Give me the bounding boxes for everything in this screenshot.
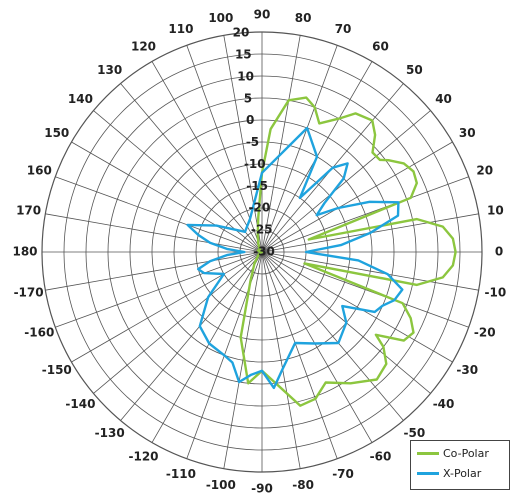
angle-tick-label: -150: [42, 363, 72, 377]
grid-spoke: [261, 45, 338, 253]
grid-spoke: [71, 141, 263, 253]
grid-spoke: [120, 251, 263, 421]
grid-spoke: [223, 251, 263, 469]
angle-tick-label: 160: [27, 163, 52, 177]
angle-tick-label: -50: [403, 426, 425, 440]
angle-tick-label: -40: [433, 397, 455, 411]
grid-spoke: [120, 83, 263, 253]
angle-tick-label: -60: [370, 450, 392, 464]
angle-tick-label: 50: [406, 63, 423, 77]
radial-tick-label: 15: [235, 48, 252, 62]
angle-tick-label: 0: [495, 245, 503, 259]
angle-tick-label: 110: [168, 22, 193, 36]
grid-spoke: [261, 251, 469, 328]
legend-swatch-x-polar: [417, 472, 439, 475]
angle-tick-label: 90: [254, 8, 271, 22]
angle-tick-label: 150: [44, 126, 69, 140]
radial-tick-label: -5: [246, 135, 259, 149]
angle-tick-label: -140: [65, 397, 95, 411]
grid-spoke: [223, 35, 263, 253]
grid-spoke: [71, 251, 263, 363]
angle-tick-label: -30: [456, 363, 478, 377]
angle-tick-label: 70: [335, 22, 352, 36]
grid-spoke: [151, 251, 263, 443]
radial-tick-label: 5: [244, 91, 252, 105]
angle-tick-label: -160: [24, 326, 54, 340]
angle-tick-label: -120: [128, 450, 158, 464]
angle-tick-label: -130: [95, 426, 125, 440]
angle-tick-label: 180: [12, 245, 37, 259]
radial-tick-label: -20: [249, 201, 271, 215]
angle-tick-label: 20: [476, 163, 493, 177]
grid-spoke: [151, 61, 263, 253]
angle-tick-label: 60: [372, 39, 389, 53]
angle-tick-label: -20: [474, 326, 496, 340]
angle-tick-label: 170: [16, 203, 41, 217]
angle-tick-label: 80: [295, 11, 312, 25]
grid-spoke: [93, 251, 263, 394]
radial-tick-label: -10: [244, 157, 266, 171]
legend-swatch-co-polar: [417, 452, 439, 455]
label-layer: 0102030405060708090100110120130140150160…: [12, 8, 506, 495]
grid-spoke: [261, 251, 338, 459]
grid-spoke: [261, 251, 373, 443]
grid-spoke: [261, 176, 469, 253]
radial-tick-label: 20: [233, 26, 250, 40]
angle-tick-label: 140: [68, 92, 93, 106]
legend-label-co-polar: Co-Polar: [443, 447, 489, 460]
angle-tick-label: -70: [332, 467, 354, 481]
angle-tick-label: 100: [208, 11, 233, 25]
angle-tick-label: -80: [292, 478, 314, 492]
radial-tick-label: -25: [251, 223, 273, 237]
grid-spoke: [261, 251, 453, 363]
legend: Co-Polar X-Polar: [410, 440, 510, 490]
angle-tick-label: -100: [206, 478, 236, 492]
radial-tick-label: 10: [237, 69, 254, 83]
grid-spoke: [261, 110, 431, 253]
grid-spoke: [261, 251, 479, 291]
radial-tick-label: -30: [253, 245, 275, 259]
series-line-x-polar: [186, 126, 404, 390]
grid-spoke: [261, 141, 453, 253]
grid-spoke: [55, 251, 263, 328]
grid-spoke: [45, 213, 263, 253]
grid-spoke: [55, 176, 263, 253]
angle-tick-label: 30: [459, 126, 476, 140]
grid-spoke: [261, 251, 404, 421]
legend-item-co-polar: Co-Polar: [417, 447, 489, 460]
legend-item-x-polar: X-Polar: [417, 467, 481, 480]
angle-tick-label: -110: [166, 467, 196, 481]
angle-tick-label: 130: [97, 63, 122, 77]
grid-spoke: [261, 35, 301, 253]
legend-label-x-polar: X-Polar: [443, 467, 482, 480]
angle-tick-label: 120: [131, 39, 156, 53]
series-line-co-polar: [239, 96, 457, 407]
radial-tick-label: -15: [246, 179, 268, 193]
grid-spoke: [45, 251, 263, 291]
series-layer: [186, 96, 457, 407]
angle-tick-label: 10: [487, 203, 504, 217]
radial-tick-label: 0: [246, 113, 254, 127]
angle-tick-label: -10: [485, 286, 507, 300]
grid-spoke: [261, 251, 301, 469]
angle-tick-label: -90: [251, 482, 273, 495]
angle-tick-label: 40: [435, 92, 452, 106]
angle-tick-label: -170: [14, 286, 44, 300]
